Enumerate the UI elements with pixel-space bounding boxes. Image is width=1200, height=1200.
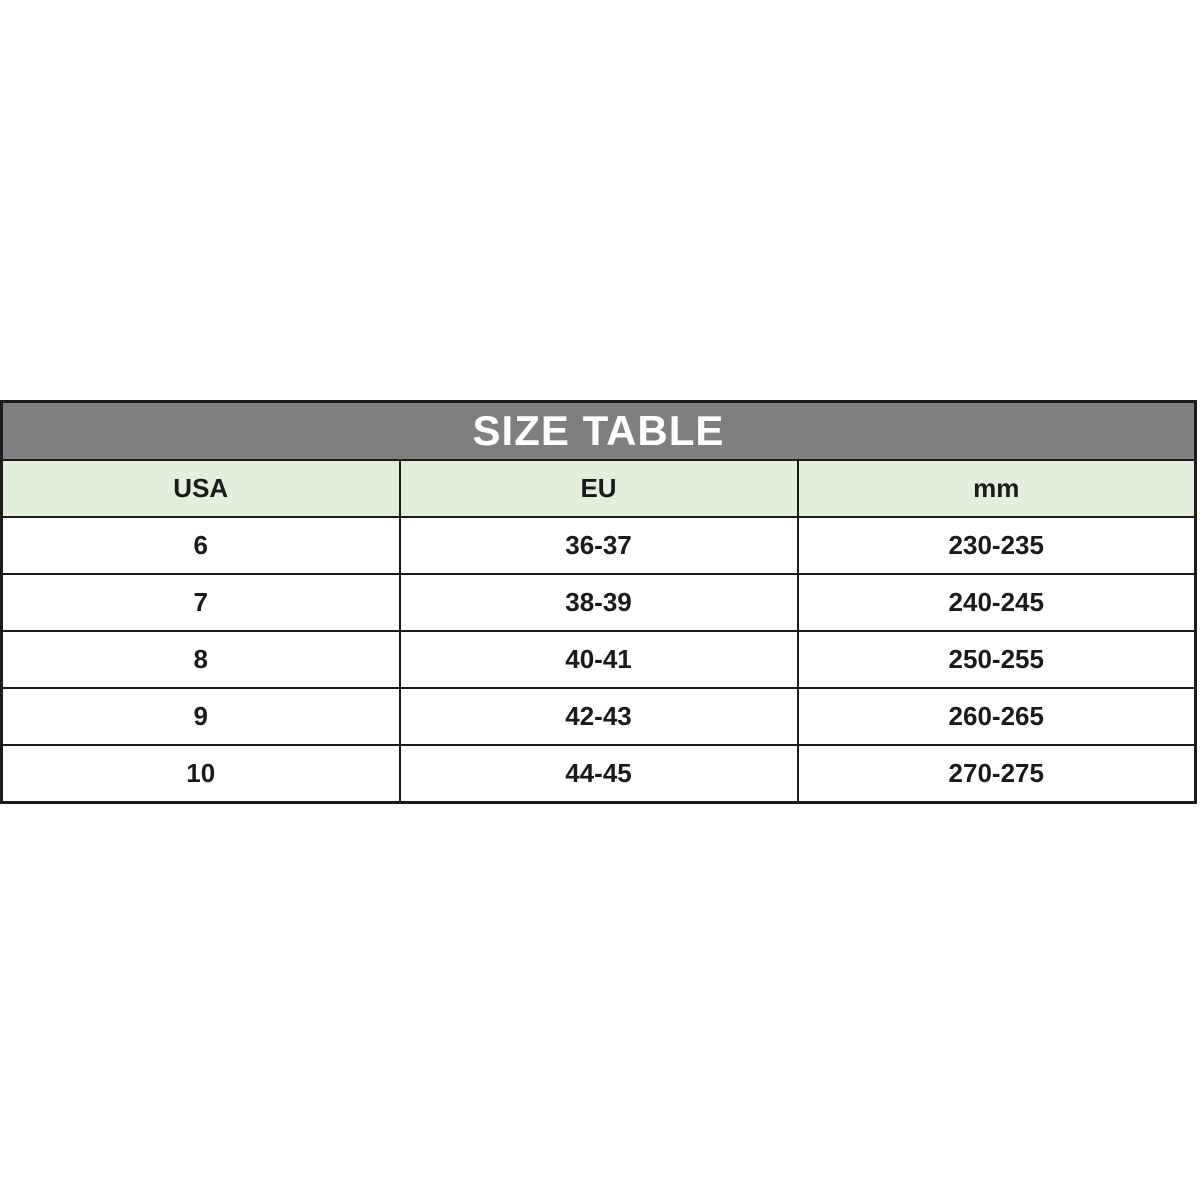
cell-eu: 36-37 — [398, 516, 799, 575]
column-header-eu: EU — [398, 459, 799, 518]
table-row: 10 44-45 270-275 — [0, 744, 1197, 804]
table-title-row: SIZE TABLE — [0, 400, 1197, 461]
table-row: 6 36-37 230-235 — [0, 516, 1197, 575]
table-title: SIZE TABLE — [0, 400, 1197, 461]
cell-mm: 240-245 — [796, 573, 1197, 632]
column-header-mm: mm — [796, 459, 1197, 518]
cell-usa: 7 — [0, 573, 401, 632]
cell-mm: 260-265 — [796, 687, 1197, 746]
cell-usa: 9 — [0, 687, 401, 746]
cell-mm: 270-275 — [796, 744, 1197, 804]
table-row: 7 38-39 240-245 — [0, 573, 1197, 632]
column-header-usa: USA — [0, 459, 401, 518]
table-row: 8 40-41 250-255 — [0, 630, 1197, 689]
cell-usa: 10 — [0, 744, 401, 804]
cell-usa: 8 — [0, 630, 401, 689]
cell-eu: 40-41 — [398, 630, 799, 689]
size-table: SIZE TABLE USA EU mm 6 36-37 230-235 7 3… — [0, 400, 1197, 804]
cell-eu: 42-43 — [398, 687, 799, 746]
cell-eu: 44-45 — [398, 744, 799, 804]
cell-eu: 38-39 — [398, 573, 799, 632]
table-row: 9 42-43 260-265 — [0, 687, 1197, 746]
cell-mm: 250-255 — [796, 630, 1197, 689]
table-header-row: USA EU mm — [0, 459, 1197, 518]
cell-mm: 230-235 — [796, 516, 1197, 575]
cell-usa: 6 — [0, 516, 401, 575]
